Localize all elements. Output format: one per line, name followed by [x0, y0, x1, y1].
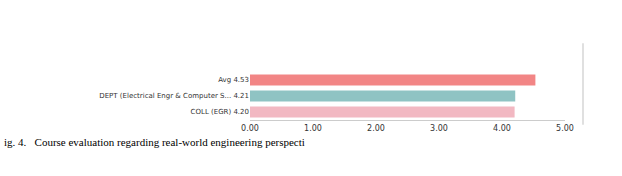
svg-text:3.00: 3.00	[430, 124, 448, 133]
svg-text:5.00: 5.00	[556, 124, 574, 133]
svg-text:4.00: 4.00	[493, 124, 511, 133]
svg-text:COLL (EGR) 4.20: COLL (EGR) 4.20	[191, 108, 249, 116]
svg-text:Avg 4.53: Avg 4.53	[218, 76, 249, 84]
svg-text:1.00: 1.00	[304, 124, 322, 133]
svg-text:DEPT (Electrical Engr & Comput: DEPT (Electrical Engr & Computer S... 4.…	[99, 92, 249, 100]
svg-text:ig. 4. Course evaluation reg: ig. 4. Course evaluation regarding real-…	[4, 136, 305, 148]
svg-text:2.00: 2.00	[367, 124, 385, 133]
svg-text:0.00: 0.00	[241, 124, 259, 133]
